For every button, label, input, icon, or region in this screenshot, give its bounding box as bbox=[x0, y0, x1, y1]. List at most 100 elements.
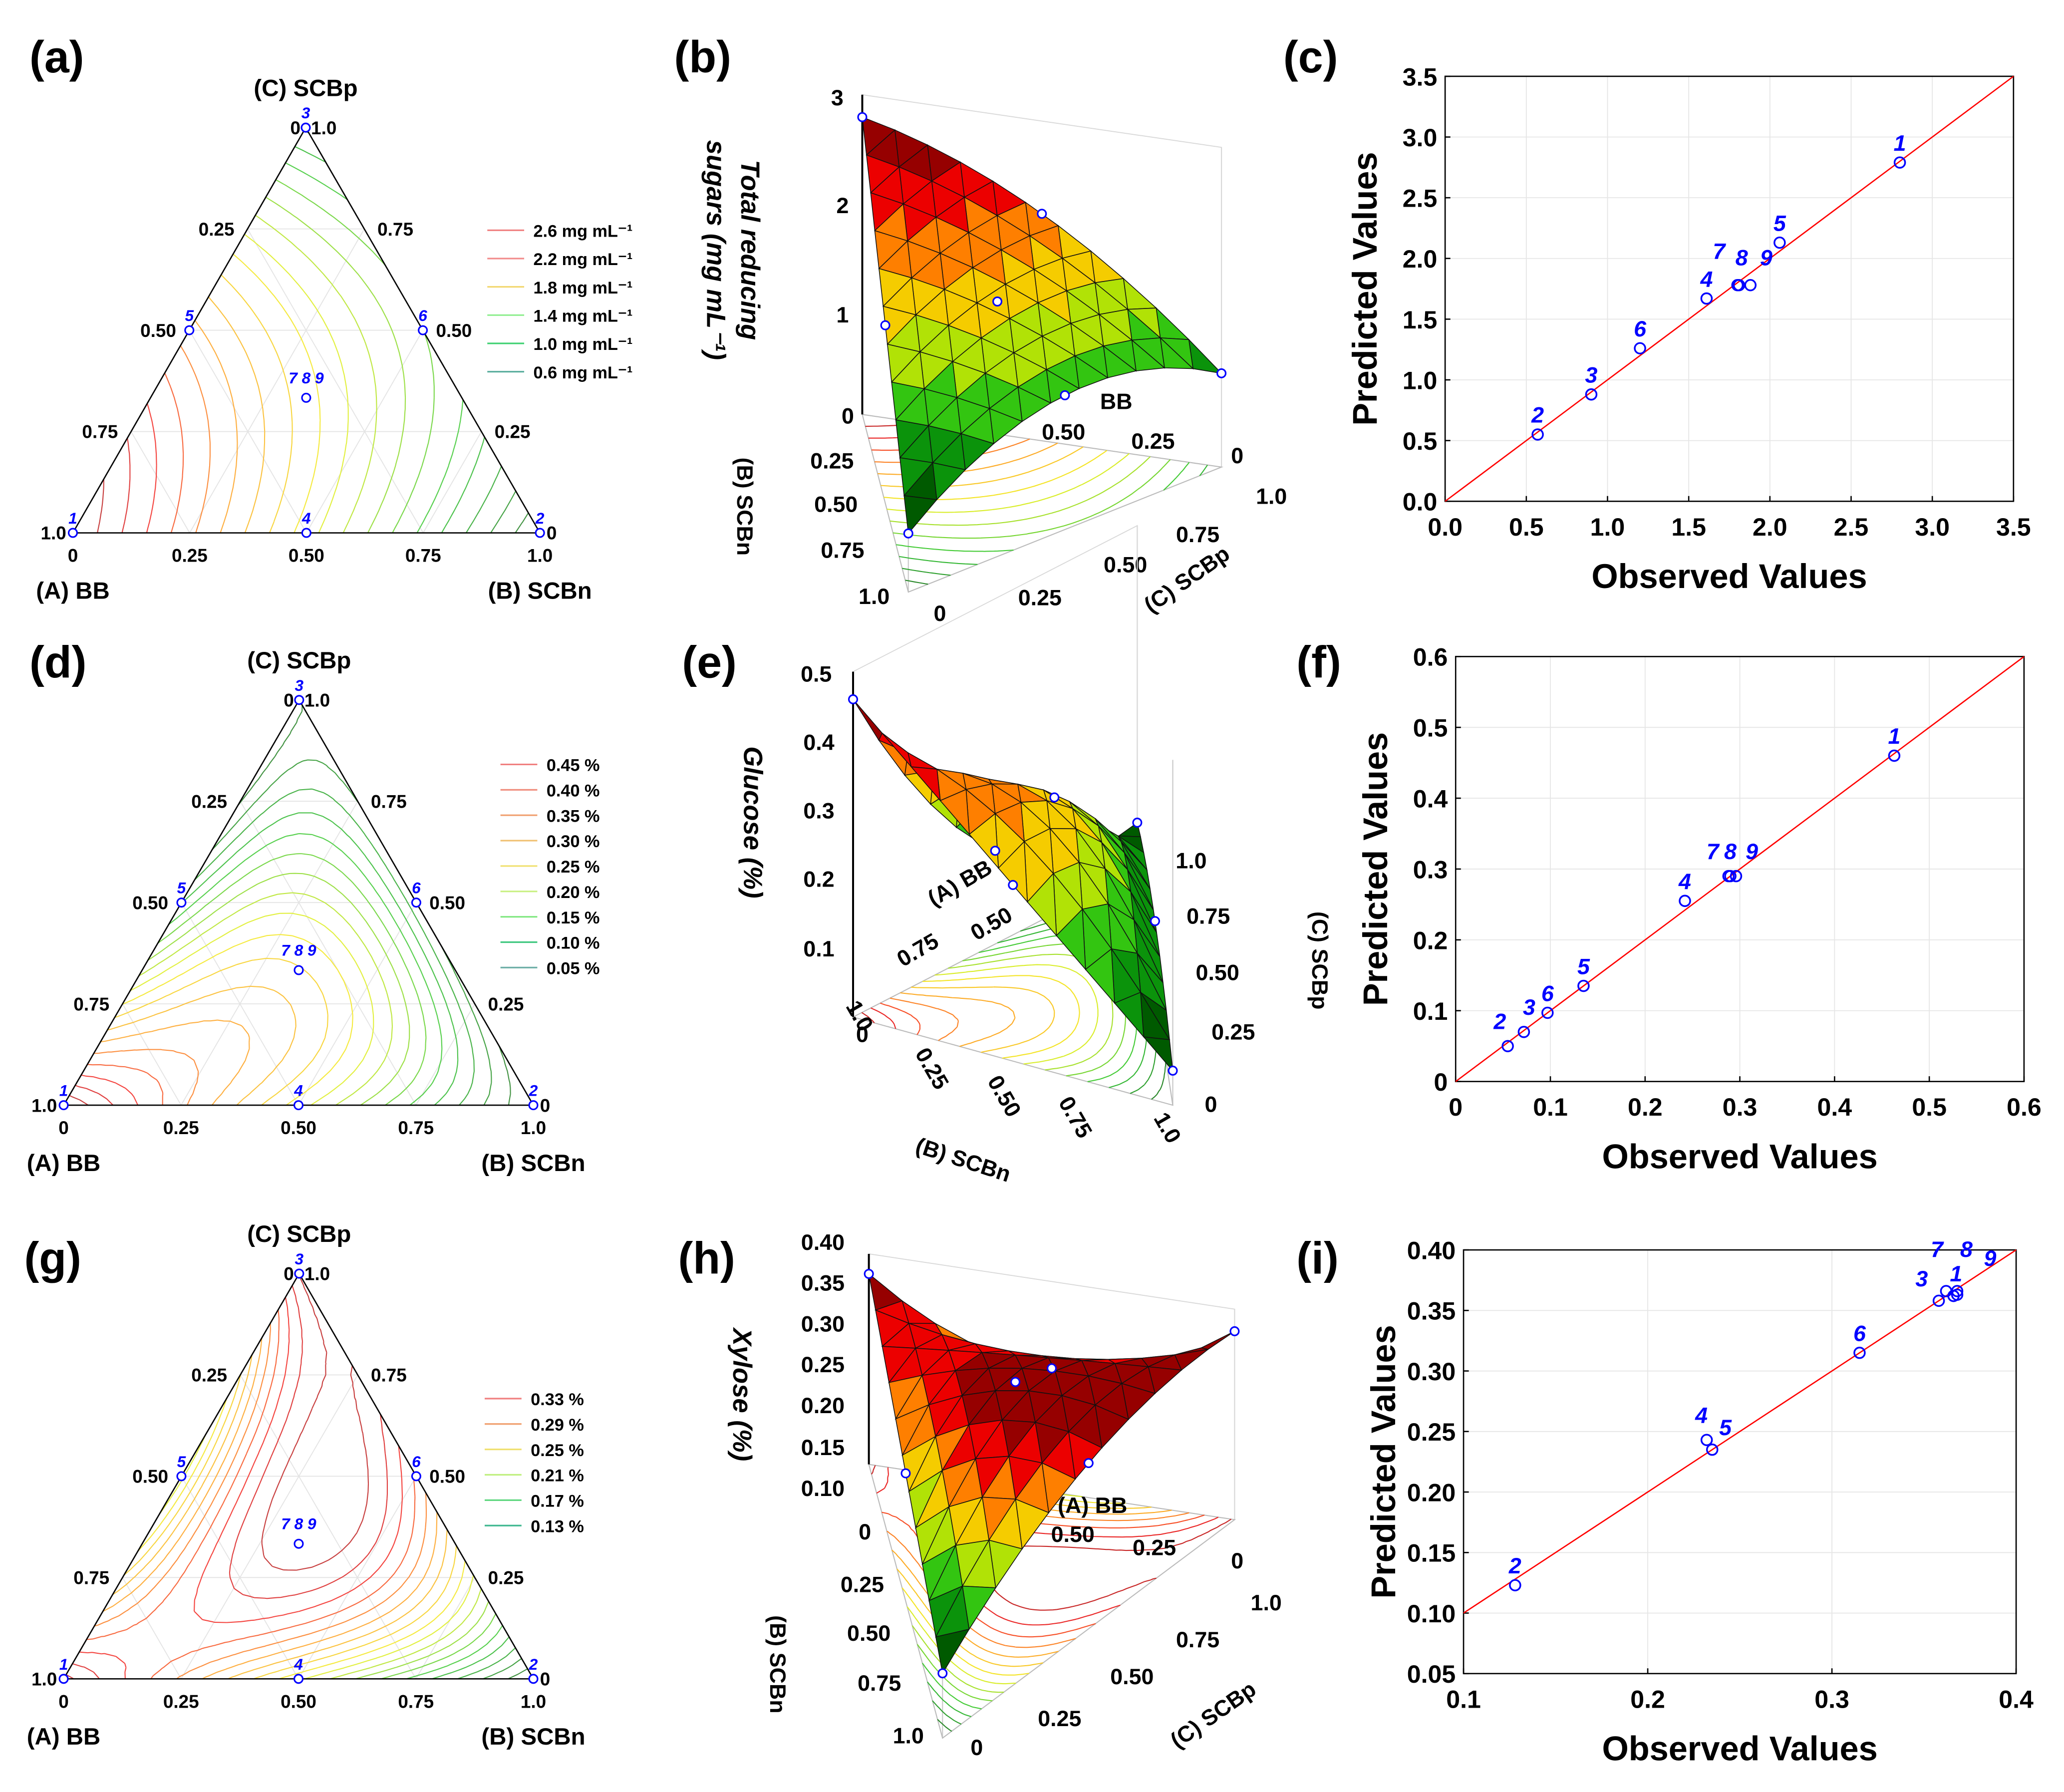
x-tick-label: 0.2 bbox=[1628, 1093, 1663, 1121]
bottom-tick-label: 0.75 bbox=[398, 1691, 434, 1712]
design-point-marker bbox=[294, 965, 304, 975]
y-tick-label: 0.1 bbox=[1413, 997, 1448, 1025]
design-point-label: 5 bbox=[177, 879, 186, 897]
x-tick-label: 2.5 bbox=[1834, 513, 1869, 541]
axis-tick-label: (A) BB bbox=[923, 855, 996, 911]
floor-contour-line bbox=[892, 459, 1171, 539]
design-point-marker bbox=[1083, 1458, 1094, 1469]
left-tick-label: 0.75 bbox=[73, 1568, 109, 1588]
contour-line bbox=[100, 1019, 250, 1106]
data-point bbox=[1730, 870, 1743, 883]
x-tick-label: 0.1 bbox=[1446, 1685, 1481, 1713]
axis-tick-label: 2 bbox=[836, 193, 849, 218]
axis-tick-label: 0 bbox=[934, 601, 946, 626]
design-point-marker bbox=[411, 1471, 421, 1482]
floor-contour-line bbox=[889, 997, 959, 1041]
panel-label: (c) bbox=[1283, 32, 1338, 82]
panel-label: (h) bbox=[678, 1233, 735, 1283]
x-tick-label: 3.0 bbox=[1915, 513, 1950, 541]
right-vertex-tick: 0 bbox=[540, 1669, 551, 1689]
floor-contour-line bbox=[861, 1012, 875, 1024]
design-point-label: 6 bbox=[418, 306, 427, 324]
contour-line bbox=[102, 1338, 438, 1680]
axis-tick-label: (B) SCBn bbox=[765, 1615, 790, 1714]
y-tick-label: 0.5 bbox=[1403, 427, 1438, 455]
y-tick-label: 0.10 bbox=[1407, 1600, 1456, 1628]
data-point bbox=[1773, 236, 1786, 249]
data-point-label: 1 bbox=[1894, 131, 1906, 156]
design-point-marker bbox=[1168, 1065, 1178, 1076]
legend-label: 1.8 mg mL⁻¹ bbox=[534, 279, 633, 298]
legend-label: 0.33 % bbox=[531, 1390, 584, 1409]
legend-label: 0.40 % bbox=[547, 781, 600, 800]
grid-line bbox=[180, 1374, 358, 1679]
x-tick-label: 0.0 bbox=[1428, 513, 1463, 541]
legend-label: 0.45 % bbox=[547, 756, 600, 775]
data-point-label: 3 bbox=[1585, 362, 1597, 387]
scatter-plot: 0 0.1 0.2 0.3 0.4 0.5 0.6 0 0.1 0.2 0.3 0.4 0.5 0.6 1 2… bbox=[1356, 643, 2042, 1176]
vertex-label-c: (C) SCBp bbox=[247, 647, 351, 674]
y-tick-label: 1.0 bbox=[1403, 366, 1438, 394]
contour-line bbox=[490, 491, 517, 534]
y-tick-label: 0.20 bbox=[1407, 1479, 1456, 1506]
axis-tick-label: 0.50 bbox=[1196, 960, 1239, 985]
x-tick-label: 0 bbox=[1449, 1093, 1463, 1121]
legend-label: 0.15 % bbox=[547, 908, 600, 927]
x-tick-label: 0.4 bbox=[1999, 1685, 2034, 1713]
surface-3d-plot: 0.40 0.35 0.30 0.25 0.20 0.15 0.10 0 0.25 0.50 0.7… bbox=[727, 1230, 1282, 1760]
x-tick-label: 1.5 bbox=[1671, 513, 1706, 541]
design-point-marker bbox=[294, 1100, 304, 1111]
surface-facet bbox=[932, 462, 966, 501]
left-tick-label: 0.25 bbox=[191, 1365, 227, 1386]
contour-line bbox=[72, 1285, 388, 1680]
axis-tick-label: 0.25 bbox=[841, 1572, 884, 1597]
design-point-label: 1 bbox=[59, 1082, 68, 1100]
top-vertex-tick-c: 1.0 bbox=[304, 690, 330, 710]
data-point bbox=[1531, 428, 1544, 441]
x-tick-label: 3.5 bbox=[1996, 513, 2031, 541]
contour-line bbox=[221, 274, 293, 533]
data-point bbox=[1700, 1434, 1713, 1447]
contour-line bbox=[237, 705, 511, 1106]
design-point-marker bbox=[294, 1674, 304, 1684]
axis-tick-label: 0.75 bbox=[1176, 1627, 1219, 1652]
contour-line bbox=[255, 215, 377, 533]
data-point bbox=[1888, 749, 1901, 762]
axis-tick-label: 0.30 bbox=[801, 1311, 845, 1336]
y-tick-label: 0.2 bbox=[1413, 926, 1448, 954]
surface-3d-plot: 0.5 0.4 0.3 0.2 0.1 1.0 (A) BB 0.75 0.50 0 0.25 0.5… bbox=[738, 525, 1332, 1187]
panel-label: (g) bbox=[24, 1233, 81, 1283]
design-point-label: 4 bbox=[294, 1082, 303, 1100]
axis-tick-label: 0.50 bbox=[847, 1621, 890, 1646]
y-tick-label: 0 bbox=[1434, 1068, 1448, 1096]
right-tick-label: 0.25 bbox=[488, 1568, 524, 1588]
design-point-marker bbox=[528, 1100, 539, 1111]
y-tick-label: 0.05 bbox=[1407, 1660, 1456, 1688]
axis-tick-label: 0 bbox=[842, 404, 854, 429]
vertex-label-a: (A) BB bbox=[36, 578, 110, 604]
axis-tick-label: 0 bbox=[1231, 1548, 1243, 1573]
axis-tick-label: 0 bbox=[856, 1022, 869, 1047]
design-point-marker bbox=[848, 694, 859, 704]
data-point bbox=[1501, 1040, 1514, 1052]
axis-tick-label: 0 bbox=[1205, 1092, 1217, 1117]
contour-line bbox=[508, 1668, 528, 1680]
contour-line bbox=[97, 479, 104, 533]
contour-line bbox=[147, 873, 410, 1106]
grid-line bbox=[189, 330, 307, 533]
design-point-marker bbox=[857, 112, 868, 122]
y-tick-label: 2.0 bbox=[1403, 245, 1438, 273]
contour-line bbox=[146, 403, 157, 533]
ternary-contour-plot: 0 0.25 0.25 0.25 0.50 0.50 0.50 0.75 0.75 0.75 1.0… bbox=[36, 75, 632, 604]
right-tick-label: 0.25 bbox=[495, 422, 531, 442]
contour-line bbox=[431, 1636, 510, 1680]
grid-line bbox=[306, 330, 423, 533]
axis-tick-label: 0.75 bbox=[1054, 1092, 1097, 1143]
axis-tick-label: 0 bbox=[970, 1735, 983, 1760]
floor-contour-line bbox=[911, 986, 1055, 1053]
design-point-marker bbox=[528, 1674, 539, 1684]
contour-line bbox=[122, 934, 353, 1106]
left-tick-label: 0.75 bbox=[73, 994, 109, 1014]
contour-line bbox=[94, 1323, 427, 1680]
bottom-tick-label: 0.25 bbox=[163, 1691, 199, 1712]
